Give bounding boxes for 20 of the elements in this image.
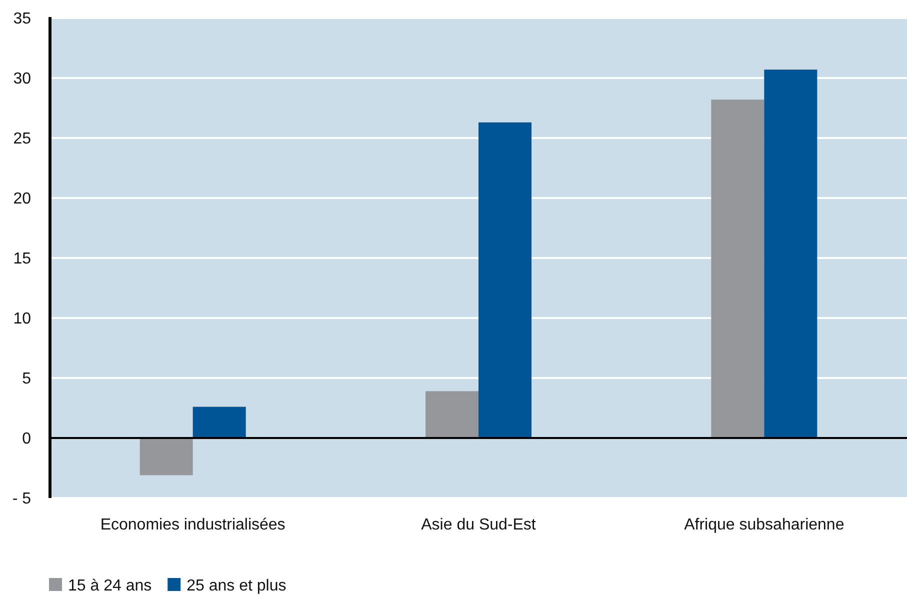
bar bbox=[192, 406, 246, 438]
x-tick-label: Economies industrialisées bbox=[100, 516, 286, 534]
x-tick-label: Afrique subsaharienne bbox=[684, 516, 844, 534]
y-tick-label: 5 bbox=[22, 370, 32, 388]
bar bbox=[140, 438, 193, 476]
y-tick-label: 35 bbox=[13, 10, 32, 28]
bar bbox=[478, 122, 532, 438]
y-tick-label: 15 bbox=[13, 250, 32, 268]
y-tick-label: 30 bbox=[13, 70, 32, 88]
bar bbox=[426, 391, 478, 438]
y-tick-label: - 5 bbox=[12, 490, 32, 508]
x-tick-label: Asie du Sud-Est bbox=[421, 516, 536, 534]
legend-label: 15 à 24 ans bbox=[68, 578, 152, 595]
bar bbox=[711, 100, 764, 438]
y-tick-label: 25 bbox=[13, 130, 32, 148]
bar bbox=[764, 70, 818, 438]
y-tick-label: 20 bbox=[13, 190, 32, 208]
legend-label: 25 ans et plus bbox=[186, 578, 286, 595]
y-tick-label: 0 bbox=[22, 430, 32, 448]
y-tick-label: 10 bbox=[13, 310, 32, 328]
